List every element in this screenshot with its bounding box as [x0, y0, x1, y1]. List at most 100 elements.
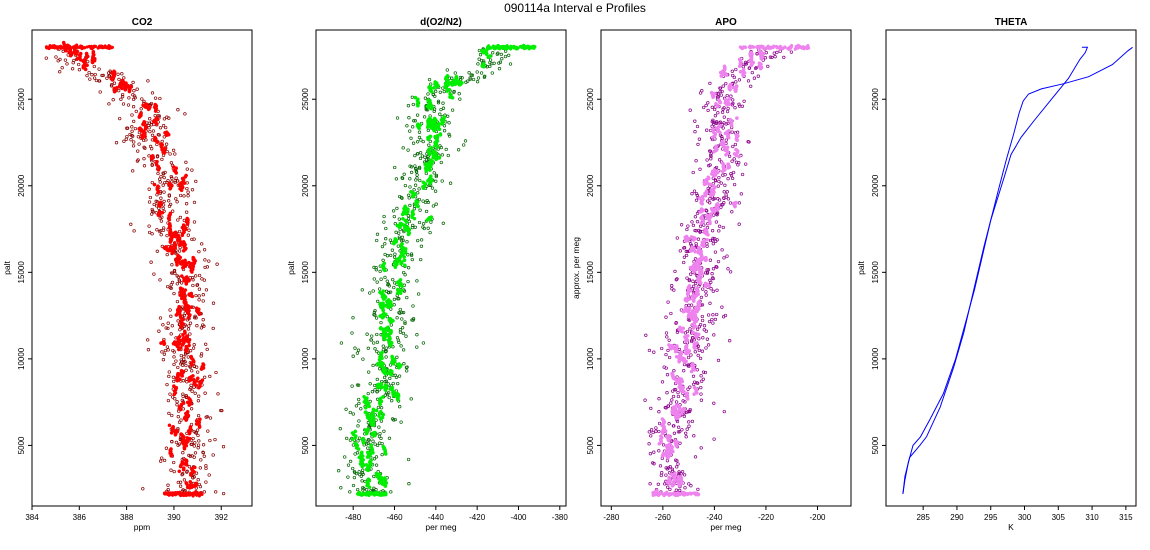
- data-point: [417, 220, 422, 225]
- data-point: [509, 47, 513, 51]
- data-point: [172, 291, 176, 296]
- data-point: [428, 134, 433, 139]
- data-point: [433, 189, 438, 193]
- data-point: [193, 441, 197, 445]
- data-point: [386, 305, 390, 309]
- data-point: [161, 206, 165, 210]
- data-point: [173, 232, 178, 236]
- data-point: [183, 242, 187, 247]
- data-point: [169, 468, 173, 472]
- data-point: [160, 139, 164, 144]
- data-point: [178, 286, 183, 291]
- data-point: [389, 307, 393, 311]
- data-point: [446, 114, 450, 118]
- data-point: [402, 270, 406, 275]
- data-point: [356, 487, 360, 492]
- data-point: [163, 180, 167, 185]
- data-point: [391, 209, 396, 213]
- data-point: [384, 493, 388, 497]
- data-point: [673, 471, 677, 476]
- data-point: [165, 491, 169, 495]
- data-point: [150, 163, 154, 167]
- data-point: [728, 82, 733, 87]
- data-point: [168, 308, 172, 312]
- data-point: [139, 107, 143, 111]
- data-point: [652, 450, 656, 454]
- data-point: [660, 471, 664, 475]
- data-point: [400, 196, 404, 200]
- data-point: [442, 89, 446, 94]
- data-point: [688, 108, 692, 112]
- data-point: [353, 452, 357, 456]
- data-point: [413, 119, 417, 123]
- data-point: [365, 450, 370, 455]
- data-point: [61, 40, 66, 45]
- data-point: [357, 419, 361, 423]
- data-point: [427, 163, 432, 168]
- data-point: [709, 151, 713, 155]
- data-point: [84, 51, 89, 56]
- data-point: [688, 385, 692, 389]
- data-point: [691, 293, 696, 297]
- data-point: [693, 455, 698, 459]
- data-point: [726, 106, 730, 111]
- data-point: [702, 105, 706, 110]
- data-point: [715, 95, 720, 99]
- data-point: [359, 493, 364, 497]
- data-point: [193, 451, 198, 455]
- data-point: [366, 446, 370, 450]
- data-point: [185, 400, 190, 405]
- data-point: [201, 293, 205, 297]
- data-point: [452, 89, 456, 94]
- data-point: [440, 153, 444, 157]
- data-point: [711, 188, 716, 192]
- data-point: [741, 67, 746, 72]
- data-point: [111, 98, 115, 102]
- data-point: [446, 83, 450, 87]
- data-point: [734, 160, 739, 164]
- data-point: [204, 415, 208, 419]
- data-point: [667, 338, 671, 342]
- data-point: [705, 337, 710, 341]
- data-point: [456, 148, 461, 152]
- data-point: [378, 269, 382, 274]
- data-point: [714, 239, 718, 243]
- data-point: [731, 144, 735, 149]
- data-point: [423, 200, 428, 205]
- data-point: [385, 279, 389, 283]
- data-point: [383, 350, 388, 354]
- data-point: [390, 399, 394, 403]
- data-point: [168, 229, 173, 234]
- data-point: [692, 189, 697, 193]
- data-point: [441, 86, 445, 90]
- data-point: [421, 199, 425, 203]
- data-point: [665, 373, 670, 377]
- data-point: [369, 458, 373, 463]
- data-point: [712, 213, 716, 217]
- data-point: [409, 397, 413, 401]
- data-point: [719, 205, 723, 209]
- data-point: [198, 466, 202, 470]
- data-point: [196, 413, 201, 418]
- data-point: [208, 438, 212, 443]
- data-point: [696, 142, 700, 147]
- data-point: [167, 221, 172, 226]
- data-point: [397, 374, 402, 378]
- data-point: [77, 68, 82, 72]
- data-point: [365, 332, 369, 336]
- data-point: [421, 225, 425, 229]
- data-point: [660, 380, 665, 384]
- data-point: [384, 379, 389, 383]
- data-point: [675, 277, 679, 281]
- data-point: [132, 229, 136, 233]
- data-point: [167, 194, 172, 198]
- data-point: [348, 410, 352, 415]
- x-tick-label: 392: [215, 513, 229, 522]
- data-point: [136, 158, 140, 162]
- data-point: [372, 265, 376, 270]
- data-point: [190, 483, 194, 487]
- data-point: [740, 46, 744, 51]
- data-point: [379, 320, 383, 325]
- data-point: [488, 58, 493, 62]
- data-point: [375, 377, 379, 382]
